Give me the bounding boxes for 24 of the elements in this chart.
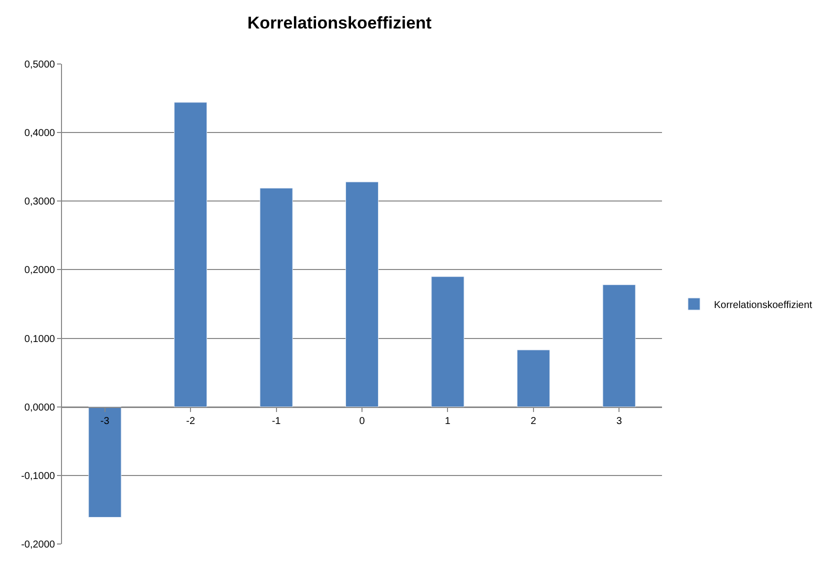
y-tick-label: 0,1000 bbox=[24, 334, 56, 345]
y-tick-label: 0,4000 bbox=[24, 128, 56, 140]
x-tick-label: 0 bbox=[359, 416, 366, 427]
y-tick-label: -0,2000 bbox=[21, 540, 56, 550]
bar bbox=[602, 284, 636, 408]
y-tick-label: 0,0000 bbox=[24, 402, 56, 414]
chart-title: Korrelationskoeffizient bbox=[247, 13, 432, 32]
x-tick-label: 1 bbox=[444, 416, 451, 427]
bar bbox=[345, 182, 379, 408]
y-tick-label: -0,1000 bbox=[21, 470, 56, 482]
y-tick-label: 0,5000 bbox=[24, 60, 56, 70]
y-tick-label: 0,3000 bbox=[24, 196, 56, 208]
bar bbox=[174, 102, 208, 408]
x-tick-label: -1 bbox=[272, 416, 282, 427]
x-tick-label: 2 bbox=[530, 416, 537, 427]
legend-label: Korrelationskoeffizient bbox=[714, 300, 812, 311]
x-tick-label: -3 bbox=[100, 416, 110, 427]
y-tick-label: 0,2000 bbox=[24, 265, 56, 276]
x-tick-label: -2 bbox=[186, 416, 196, 427]
bar bbox=[88, 406, 122, 518]
x-tick-label: 3 bbox=[616, 416, 622, 427]
bar bbox=[516, 350, 550, 408]
bar bbox=[431, 276, 464, 408]
bar bbox=[260, 188, 293, 408]
